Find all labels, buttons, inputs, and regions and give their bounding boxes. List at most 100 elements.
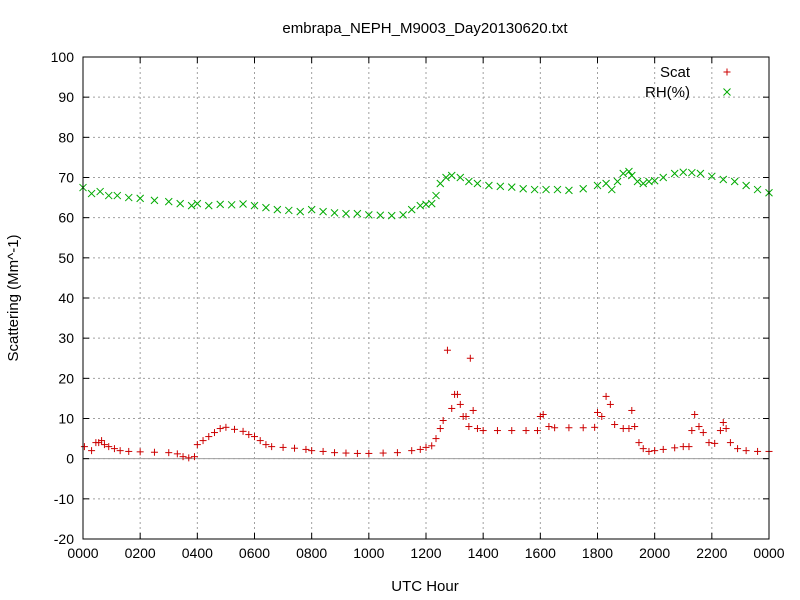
scat-point bbox=[659, 445, 667, 453]
scat-point bbox=[448, 404, 456, 412]
scat-point bbox=[602, 392, 610, 400]
rh-point bbox=[619, 169, 628, 178]
scat-point bbox=[279, 443, 287, 451]
rh-point bbox=[553, 185, 562, 194]
scat-point bbox=[469, 406, 477, 414]
scat-point bbox=[210, 429, 218, 437]
rh-point bbox=[627, 171, 636, 180]
scat-point bbox=[190, 453, 198, 461]
rh-point bbox=[296, 207, 305, 216]
scat-point bbox=[493, 427, 501, 435]
scat-point bbox=[216, 425, 224, 433]
scat-point bbox=[579, 424, 587, 432]
tick-labels: 0000 0200 0400 0600 0800 1000 1200 1400 1600 1800… bbox=[51, 49, 785, 561]
y-tick-label: 0 bbox=[66, 451, 74, 467]
rh-point bbox=[176, 199, 185, 208]
x-tick-label: 0600 bbox=[239, 545, 270, 561]
rh-point bbox=[613, 177, 622, 186]
scat-point bbox=[443, 346, 451, 354]
scat-point bbox=[365, 449, 373, 457]
rh-point bbox=[376, 211, 385, 220]
rh-point bbox=[284, 206, 293, 215]
scat-point bbox=[533, 427, 541, 435]
scat-point bbox=[508, 427, 516, 435]
scat-point bbox=[379, 449, 387, 457]
rh-point bbox=[150, 196, 159, 205]
rh-point bbox=[473, 179, 482, 188]
y-tick-label: 100 bbox=[51, 49, 75, 65]
scat-point bbox=[628, 406, 636, 414]
scat-point bbox=[695, 423, 703, 431]
scat-point bbox=[245, 431, 253, 439]
scat-point bbox=[625, 425, 633, 433]
scat-point bbox=[110, 445, 118, 453]
y-tick-label: 90 bbox=[58, 89, 74, 105]
scat-point bbox=[594, 408, 601, 416]
scat-point bbox=[722, 425, 730, 433]
scat-point bbox=[199, 437, 207, 445]
rh-point bbox=[353, 209, 362, 218]
scat-point bbox=[428, 442, 436, 450]
y-tick-label: 70 bbox=[58, 170, 74, 186]
x-axis-title: UTC Hour bbox=[391, 578, 459, 595]
rh-point bbox=[364, 211, 373, 219]
scat-point bbox=[98, 437, 106, 445]
scat-point bbox=[353, 449, 361, 457]
scat-point bbox=[222, 423, 230, 431]
rh-point bbox=[307, 205, 316, 214]
scat-point bbox=[205, 433, 213, 441]
x-tick-label: 1800 bbox=[582, 545, 613, 561]
rh-point bbox=[507, 183, 516, 191]
scat-point bbox=[165, 449, 173, 457]
legend-plus-icon bbox=[723, 68, 731, 76]
scat-point bbox=[150, 448, 158, 456]
rh-point bbox=[164, 197, 173, 206]
scat-point bbox=[319, 447, 327, 455]
x-tick-label: 1200 bbox=[410, 545, 441, 561]
rh-point bbox=[519, 184, 528, 193]
scat-point bbox=[342, 449, 350, 457]
rh-point bbox=[542, 185, 550, 194]
y-tick-label: 40 bbox=[58, 290, 74, 306]
scat-point bbox=[645, 447, 653, 455]
scat-series bbox=[80, 346, 773, 462]
rh-point bbox=[659, 173, 668, 182]
rh-point bbox=[262, 203, 270, 212]
rh-point bbox=[719, 175, 728, 184]
x-tick-label: 0000 bbox=[67, 545, 98, 561]
rh-point bbox=[607, 185, 616, 194]
scat-point bbox=[436, 425, 444, 433]
scat-point bbox=[565, 424, 573, 432]
x-tick-label: 1600 bbox=[525, 545, 556, 561]
rh-point bbox=[427, 199, 436, 208]
scat-point bbox=[105, 443, 113, 451]
chart-title: embrapa_NEPH_M9003_Day20130620.txt bbox=[282, 20, 568, 37]
scat-point bbox=[711, 439, 719, 447]
plot-frame bbox=[82, 56, 770, 540]
scat-point bbox=[716, 427, 724, 435]
rh-point bbox=[696, 169, 705, 178]
y-axis-title: Scattering (Mm^-1) bbox=[5, 234, 22, 361]
scat-point bbox=[671, 444, 679, 452]
scat-point bbox=[136, 448, 144, 456]
scat-point bbox=[742, 447, 750, 455]
scat-point bbox=[239, 427, 247, 435]
x-tick-label: 2000 bbox=[639, 545, 670, 561]
scat-point bbox=[422, 443, 430, 451]
rh-point bbox=[625, 167, 633, 176]
rh-point bbox=[187, 201, 196, 210]
rh-point bbox=[593, 181, 602, 190]
rh-point bbox=[136, 194, 145, 203]
scat-point bbox=[479, 427, 487, 435]
legend-cross-icon bbox=[723, 88, 731, 96]
scat-point bbox=[473, 425, 481, 433]
rh-point bbox=[579, 184, 588, 193]
scat-point bbox=[545, 423, 553, 431]
rh-point bbox=[104, 191, 113, 200]
rh-point bbox=[753, 185, 762, 194]
scat-point bbox=[456, 400, 464, 408]
scat-point bbox=[439, 417, 447, 425]
scat-point bbox=[331, 449, 339, 457]
scat-point bbox=[598, 412, 606, 420]
scat-point bbox=[462, 412, 470, 420]
